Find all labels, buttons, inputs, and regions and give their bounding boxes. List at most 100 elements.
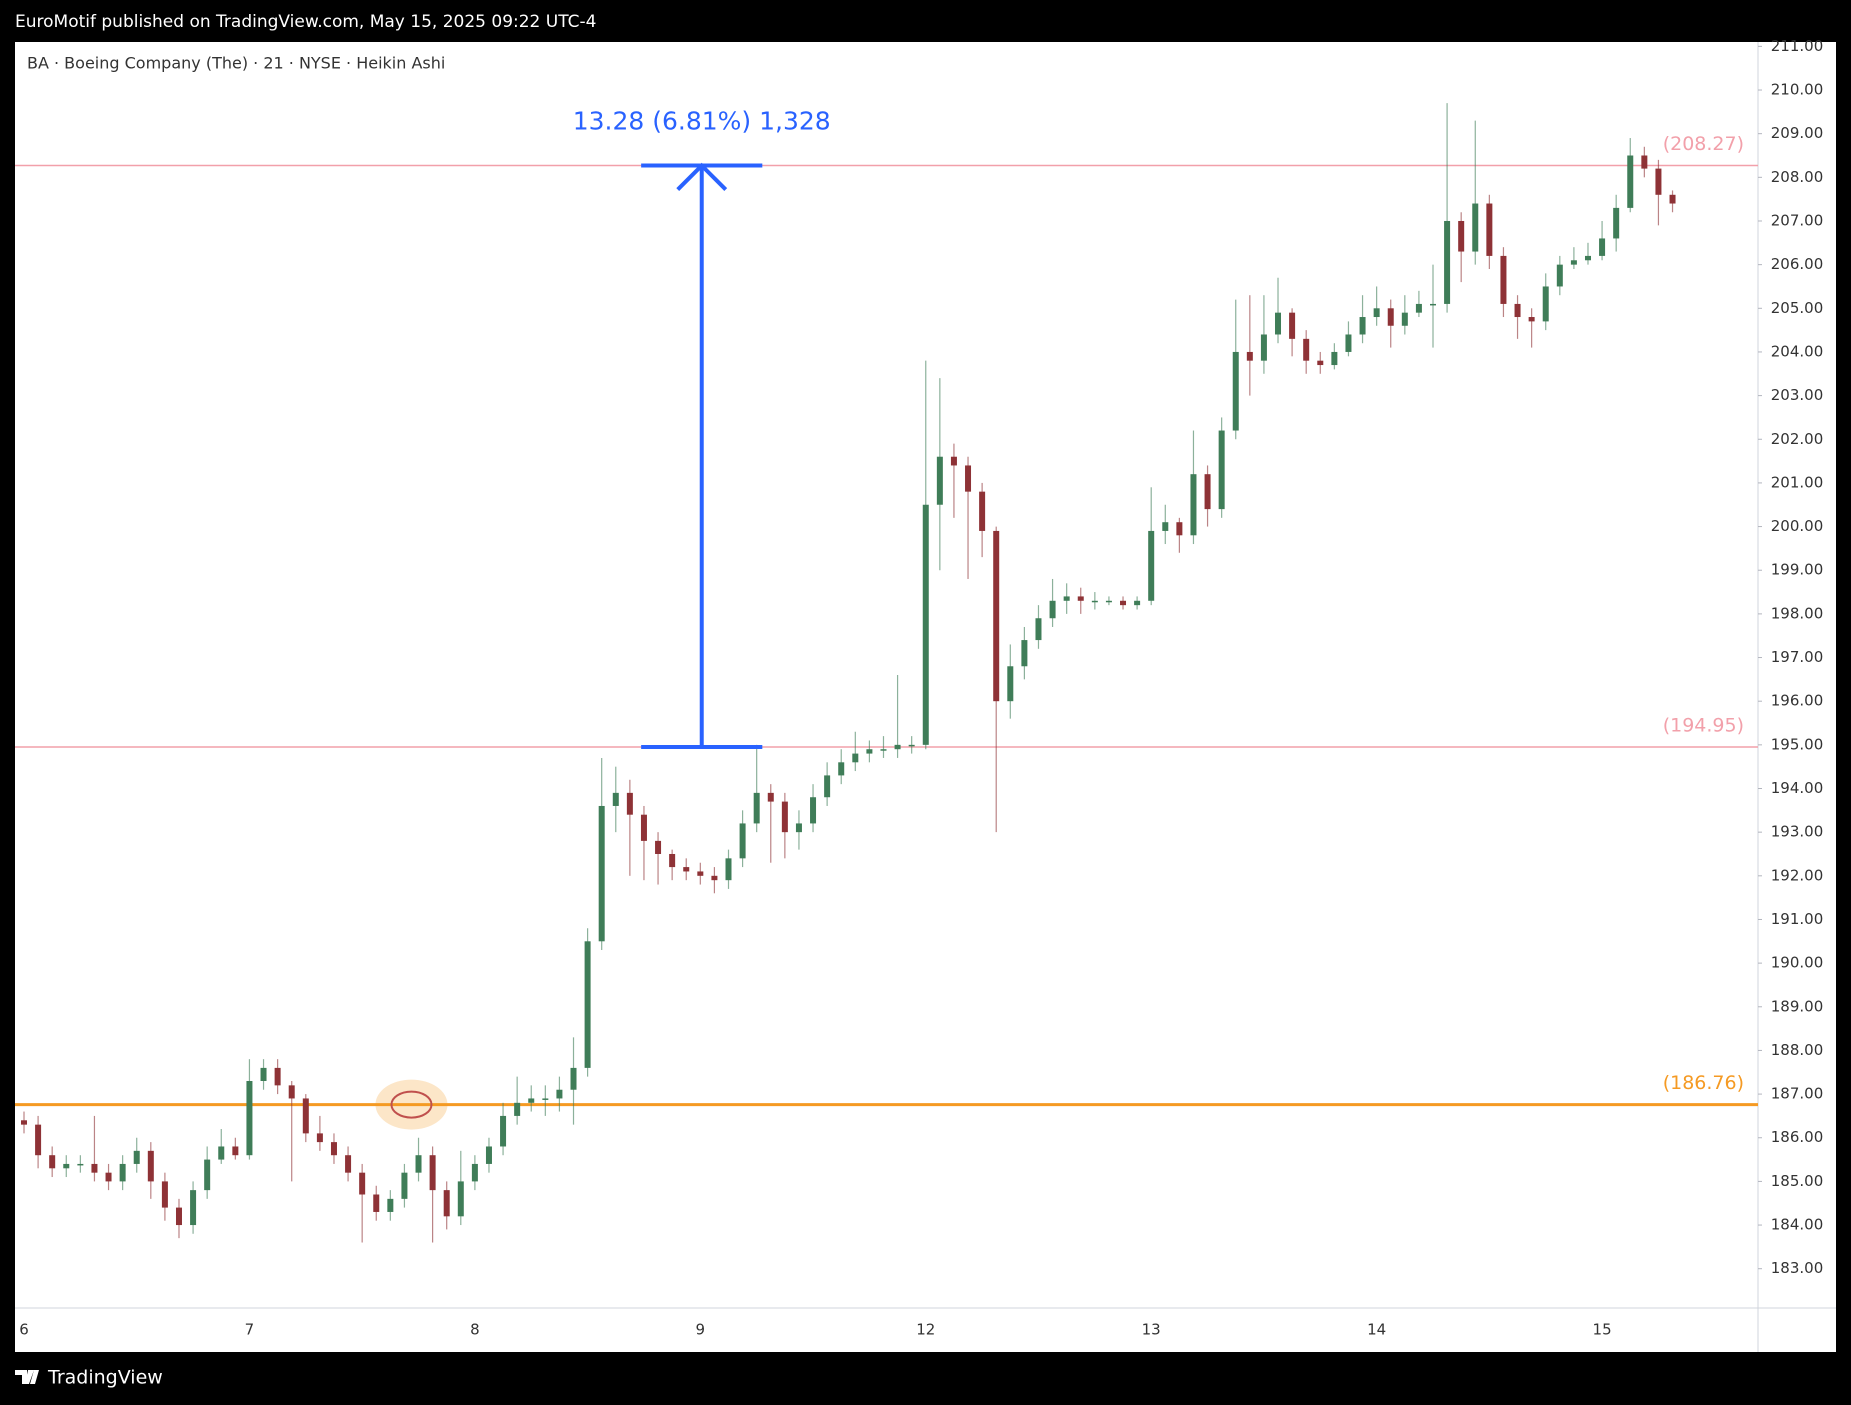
candle-body (175, 1207, 182, 1226)
y-tick-label: 205.00 (1771, 299, 1824, 317)
candle-body (1007, 666, 1014, 702)
candle-body (1430, 303, 1436, 306)
candle-body (1275, 312, 1282, 335)
candle-body (1232, 351, 1239, 431)
candle-body (528, 1098, 535, 1103)
candle-body (345, 1155, 352, 1173)
y-tick-label: 204.00 (1771, 342, 1824, 360)
candle-body (1627, 155, 1634, 208)
candle-body (443, 1190, 450, 1217)
candle-body (1401, 312, 1408, 326)
candle-body (1049, 600, 1056, 619)
publisher: EuroMotif published on TradingView.com, … (15, 12, 596, 32)
candle-body (147, 1150, 154, 1182)
x-tick-label: 6 (19, 1321, 29, 1339)
y-tick-label: 211.00 (1771, 37, 1824, 55)
candle-body (1486, 203, 1493, 256)
candle-body (1514, 303, 1521, 318)
candle-body (640, 814, 647, 841)
candle-body (91, 1163, 98, 1173)
candle-body (725, 858, 732, 881)
y-tick-label: 207.00 (1771, 211, 1824, 229)
candle-body (1359, 317, 1366, 335)
candle-body (485, 1146, 492, 1164)
candle-body (922, 504, 929, 745)
candle-body (1289, 312, 1296, 339)
candle-body (542, 1098, 549, 1100)
y-tick-label: 195.00 (1771, 735, 1824, 753)
y-tick-label: 188.00 (1771, 1041, 1824, 1059)
y-tick-label: 192.00 (1771, 866, 1824, 884)
candle-body (711, 875, 718, 881)
candle-body (1613, 207, 1620, 239)
candle-body (598, 805, 605, 942)
level-label: (186.76) (1663, 1072, 1744, 1094)
candle-body (429, 1155, 436, 1191)
candle-body (1105, 600, 1112, 603)
candle-body (908, 744, 915, 747)
candle-body (387, 1198, 394, 1212)
candle-body (1246, 351, 1253, 361)
candle-body (1570, 260, 1577, 265)
y-tick-label: 197.00 (1771, 648, 1824, 666)
candle-body (1204, 474, 1211, 510)
candle-body (246, 1080, 253, 1156)
candle-body (838, 762, 845, 776)
candle-body (669, 853, 676, 868)
level-label: (208.27) (1663, 133, 1744, 155)
level-label: (194.95) (1663, 715, 1744, 737)
candle-body (77, 1163, 84, 1166)
candle-body (1218, 430, 1225, 510)
candle-body (1599, 238, 1606, 256)
y-tick-label: 184.00 (1771, 1216, 1824, 1234)
y-tick-label: 206.00 (1771, 255, 1824, 273)
candle-body (514, 1102, 521, 1116)
y-tick-label: 203.00 (1771, 386, 1824, 404)
candle-body (880, 749, 887, 751)
candle-body (35, 1124, 42, 1156)
candle-body (1162, 522, 1169, 531)
logo (15, 1370, 39, 1384)
candle-body (1091, 600, 1098, 603)
candle-body (1556, 264, 1563, 287)
candle-body (401, 1172, 408, 1199)
candle-body (1415, 303, 1422, 313)
y-tick-label: 210.00 (1771, 81, 1824, 99)
x-tick-label: 13 (1142, 1321, 1161, 1339)
y-tick-label: 208.00 (1771, 168, 1824, 186)
candle-body (1190, 474, 1197, 536)
candle-body (824, 775, 831, 798)
candle-body (1021, 640, 1028, 667)
candle-body (21, 1120, 27, 1125)
logo-icon (15, 1370, 39, 1384)
candle-body (133, 1150, 140, 1164)
candle-body (1500, 255, 1507, 304)
candle-body (471, 1163, 478, 1182)
candle-body (1655, 168, 1662, 195)
candle-body (612, 792, 619, 806)
candle-body (1077, 596, 1084, 601)
candle-body (810, 797, 817, 824)
x-tick-label: 9 (696, 1321, 706, 1339)
candle-body (965, 465, 972, 492)
alert-marker (390, 1090, 433, 1119)
symbol-legend: BA · Boeing Company (The) · 21 · NYSE · … (27, 54, 445, 73)
candle-body (373, 1194, 380, 1212)
y-tick-label: 196.00 (1771, 692, 1824, 710)
candle-body (302, 1098, 309, 1134)
candle-body (500, 1115, 507, 1147)
candle-body (1472, 203, 1479, 252)
candle-body (1387, 308, 1394, 326)
candle-body (1035, 618, 1042, 641)
candle-body (894, 744, 901, 750)
x-tick-label: 12 (916, 1321, 935, 1339)
candle-body (767, 792, 774, 802)
y-tick-label: 185.00 (1771, 1172, 1824, 1190)
candle-body (1331, 351, 1338, 366)
candle-body (570, 1067, 577, 1090)
candle-body (204, 1159, 211, 1191)
candle-body (1063, 596, 1070, 601)
y-tick-label: 202.00 (1771, 430, 1824, 448)
y-tick-label: 190.00 (1771, 954, 1824, 972)
candle-body (781, 801, 788, 833)
